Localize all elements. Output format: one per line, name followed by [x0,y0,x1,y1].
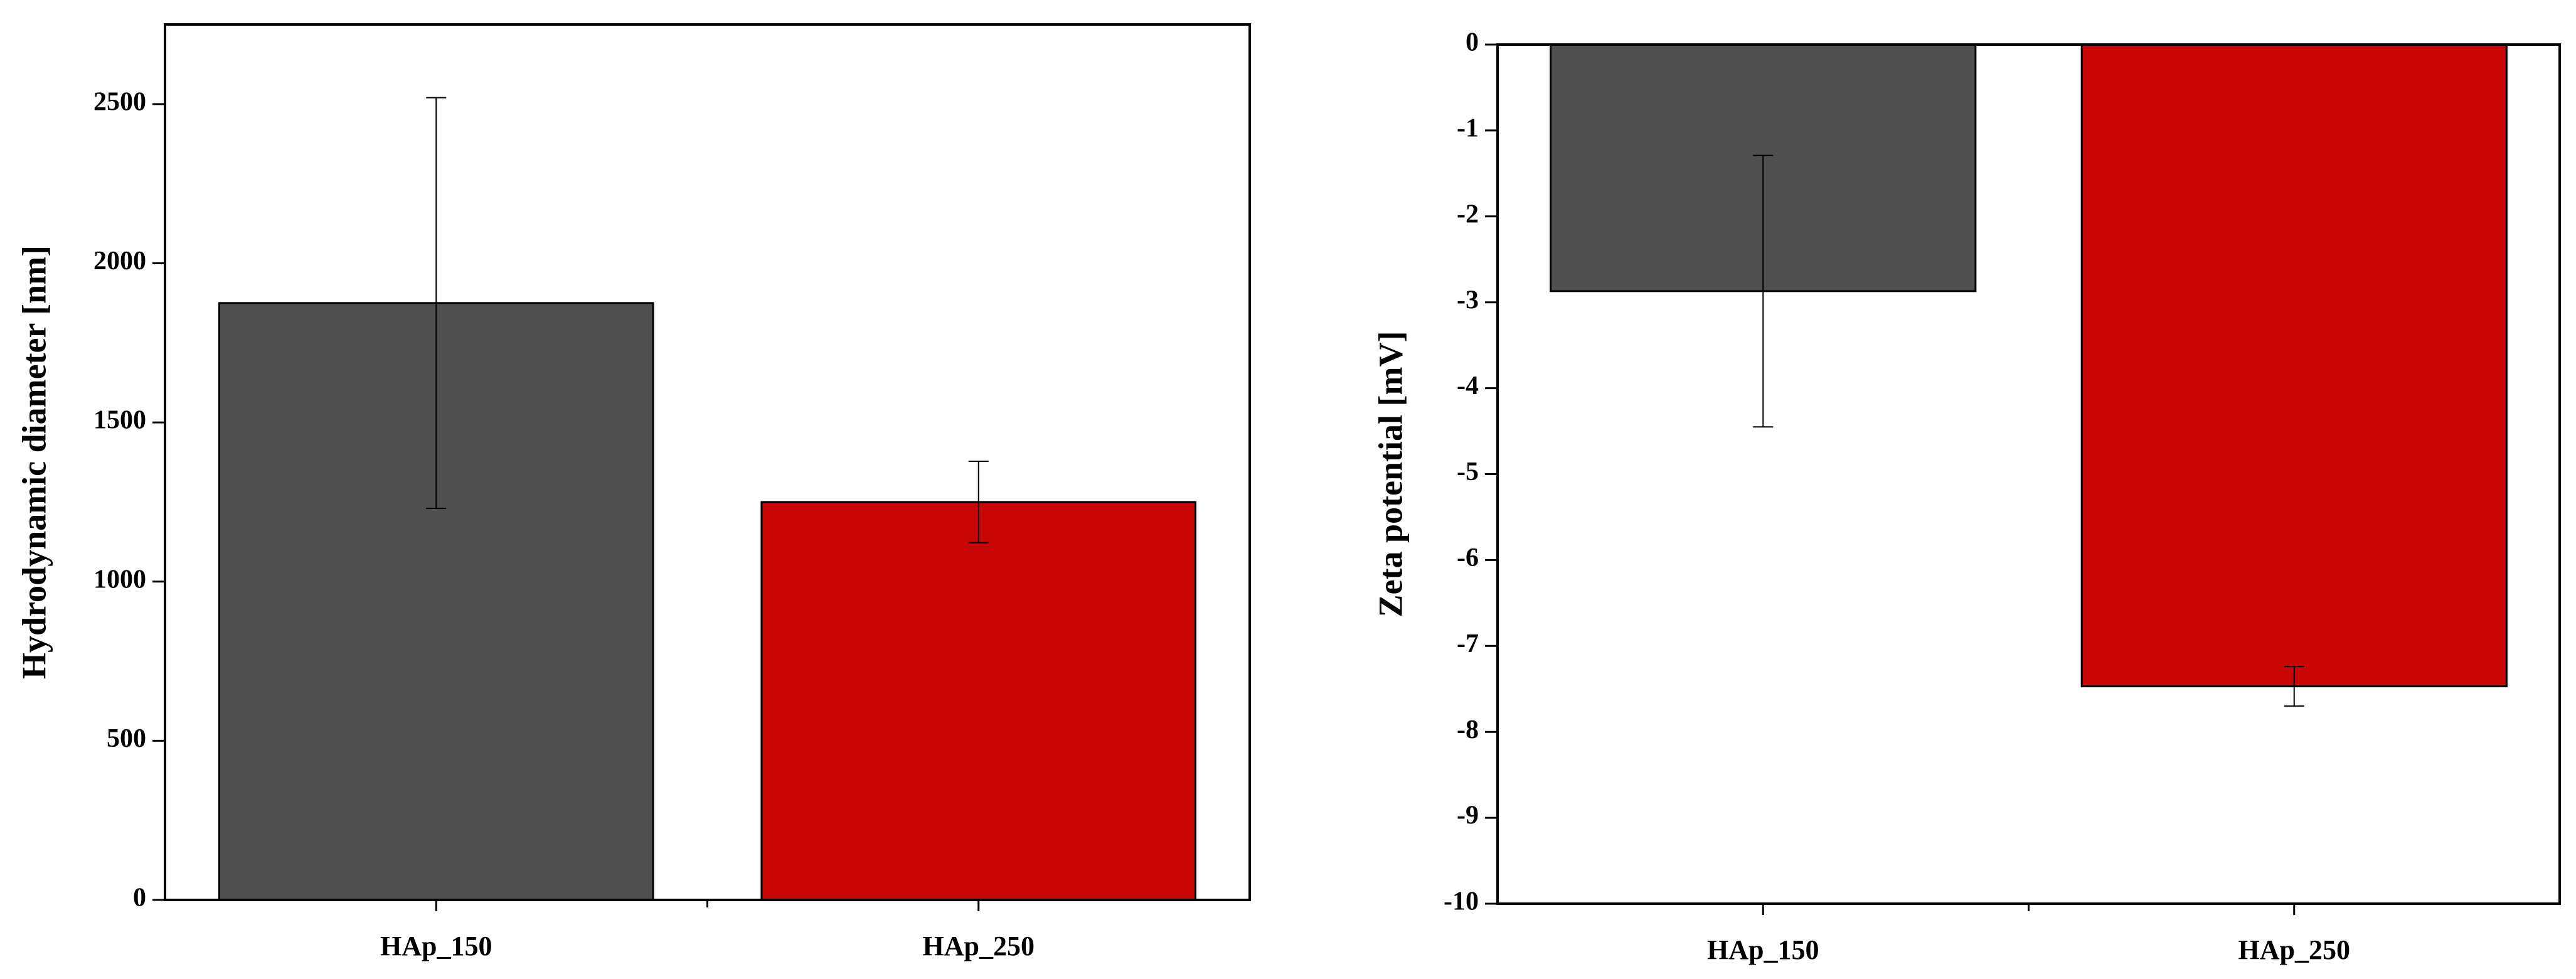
error-bar [426,97,447,510]
x-tick-label: HAp_250 [2238,934,2350,965]
y-tick-label: -5 [1457,457,1479,486]
x-tick-label: HAp_250 [923,931,1035,961]
error-bar [968,460,989,543]
y-tick-label: 2500 [93,87,146,116]
plot-frame [164,23,1251,901]
y-tick-label: -8 [1457,715,1479,744]
bar [2080,43,2508,688]
y-axis-title: Hydrodynamic diameter [nm] [15,245,53,679]
y-tick-label: 1500 [93,406,146,435]
y-tick-label: -2 [1457,200,1479,228]
y-tick-label: -1 [1457,114,1479,143]
bar [760,501,1197,901]
y-tick-label: 1000 [93,565,146,594]
y-tick-label: -9 [1457,801,1479,830]
y-tick-label: -10 [1444,887,1479,916]
y-tick-label: 0 [133,884,146,912]
y-tick-label: -6 [1457,543,1479,572]
y-tick-label: -3 [1457,286,1479,314]
y-tick-label: -4 [1457,372,1479,400]
error-bar [2284,666,2304,707]
x-tick-label: HAp_150 [380,931,492,961]
y-tick-label: 500 [107,724,146,753]
x-tick-label: HAp_150 [1707,934,1819,965]
y-tick-label: 2000 [93,247,146,276]
error-bar [1753,154,1774,428]
y-axis-title: Zeta potential [mV] [1371,331,1409,618]
y-tick-label: -7 [1457,629,1479,658]
y-tick-label: 0 [1466,28,1479,57]
